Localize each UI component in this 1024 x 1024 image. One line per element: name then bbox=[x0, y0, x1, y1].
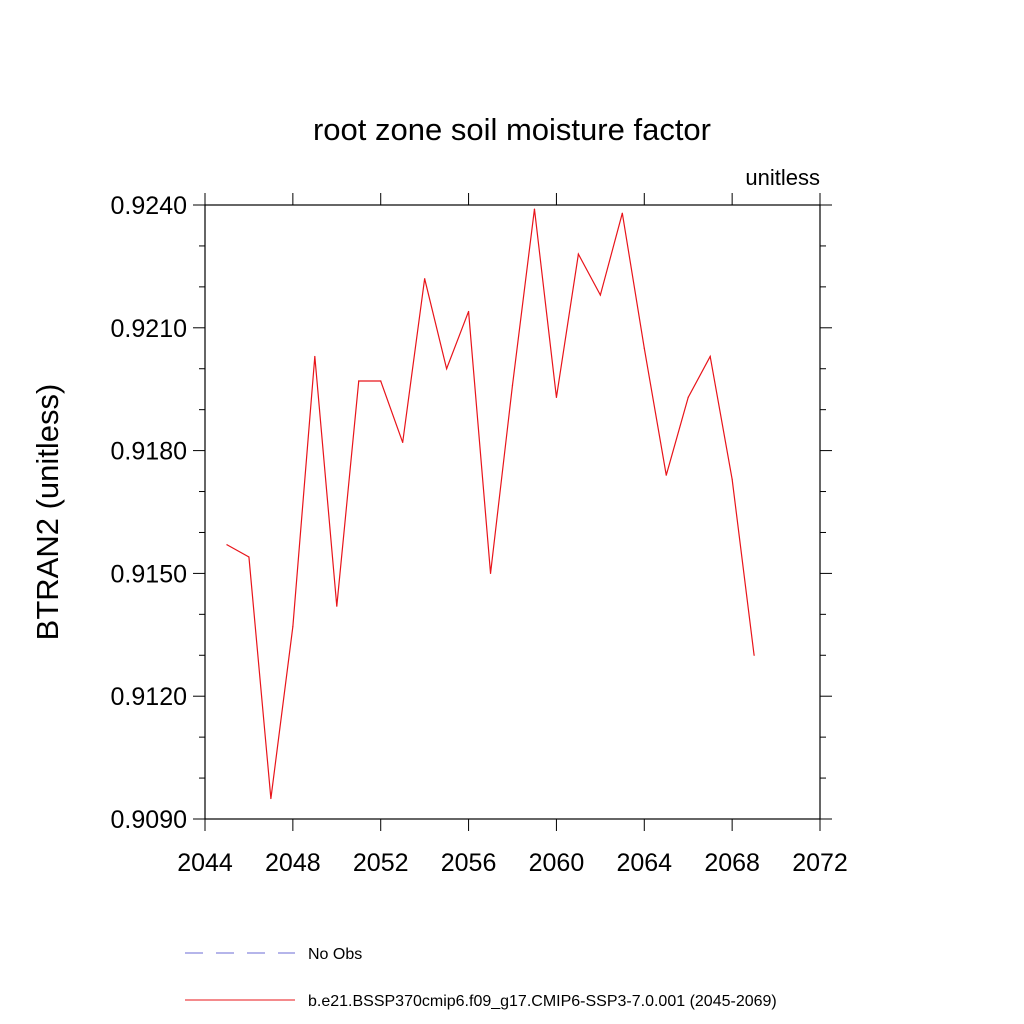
data-point bbox=[402, 441, 404, 444]
data-point bbox=[314, 355, 316, 358]
y-axis-ticks: 0.9090 0.9120 0.9150 0.9180 0.9210 0.9240 bbox=[111, 192, 832, 834]
legend-label-model-run: b.e21.BSSP370cmip6.f09_g17.CMIP6-SSP3-7.… bbox=[308, 993, 777, 1010]
legend-label-no-obs: No Obs bbox=[308, 946, 362, 963]
data-point bbox=[687, 396, 689, 398]
data-point bbox=[533, 208, 536, 210]
x-tick-label: 2072 bbox=[792, 849, 848, 877]
data-point bbox=[336, 605, 338, 607]
data-point bbox=[753, 654, 755, 656]
data-point bbox=[358, 380, 360, 382]
data-point bbox=[467, 310, 470, 313]
legend: No Obs b.e21.BSSP370cmip6.f09_g17.CMIP6-… bbox=[185, 946, 777, 1010]
data-point bbox=[292, 626, 294, 628]
data-point bbox=[665, 474, 667, 476]
data-point bbox=[270, 797, 272, 800]
data-point bbox=[577, 253, 579, 255]
chart-title: root zone soil moisture factor bbox=[313, 112, 711, 147]
x-tick-label: 2064 bbox=[616, 849, 672, 877]
data-point bbox=[709, 355, 711, 358]
data-point bbox=[380, 380, 382, 382]
plot-frame bbox=[204, 204, 821, 820]
y-axis-label: BTRAN2 (unitless) bbox=[30, 384, 65, 641]
data-point bbox=[424, 278, 426, 280]
y-tick-label: 0.9120 bbox=[111, 683, 187, 711]
x-tick-label: 2048 bbox=[265, 849, 321, 877]
x-tick-label: 2044 bbox=[177, 849, 233, 877]
data-point bbox=[489, 572, 492, 575]
series-line-1 bbox=[226, 209, 755, 799]
units-label: unitless bbox=[745, 165, 820, 190]
data-point bbox=[248, 556, 250, 558]
data-point bbox=[446, 368, 448, 370]
data-point bbox=[555, 396, 558, 398]
y-tick-label: 0.9180 bbox=[111, 438, 187, 466]
y-tick-label: 0.9210 bbox=[111, 315, 187, 343]
x-tick-label: 2068 bbox=[704, 849, 760, 877]
y-tick-label: 0.9090 bbox=[111, 806, 187, 834]
x-tick-label: 2060 bbox=[529, 849, 585, 877]
data-point bbox=[621, 212, 623, 214]
x-tick-label: 2052 bbox=[353, 849, 409, 877]
x-axis-ticks: 2044 2048 2052 2056 2060 2064 2068 2072 bbox=[177, 193, 848, 877]
data-point bbox=[643, 347, 645, 349]
y-tick-label: 0.9240 bbox=[111, 192, 187, 220]
data-point bbox=[511, 384, 514, 386]
y-tick-label: 0.9150 bbox=[111, 560, 187, 588]
data-point bbox=[226, 544, 228, 546]
data-point bbox=[599, 294, 601, 296]
series-layer bbox=[226, 208, 755, 800]
data-point bbox=[731, 478, 733, 480]
x-tick-label: 2056 bbox=[441, 849, 497, 877]
